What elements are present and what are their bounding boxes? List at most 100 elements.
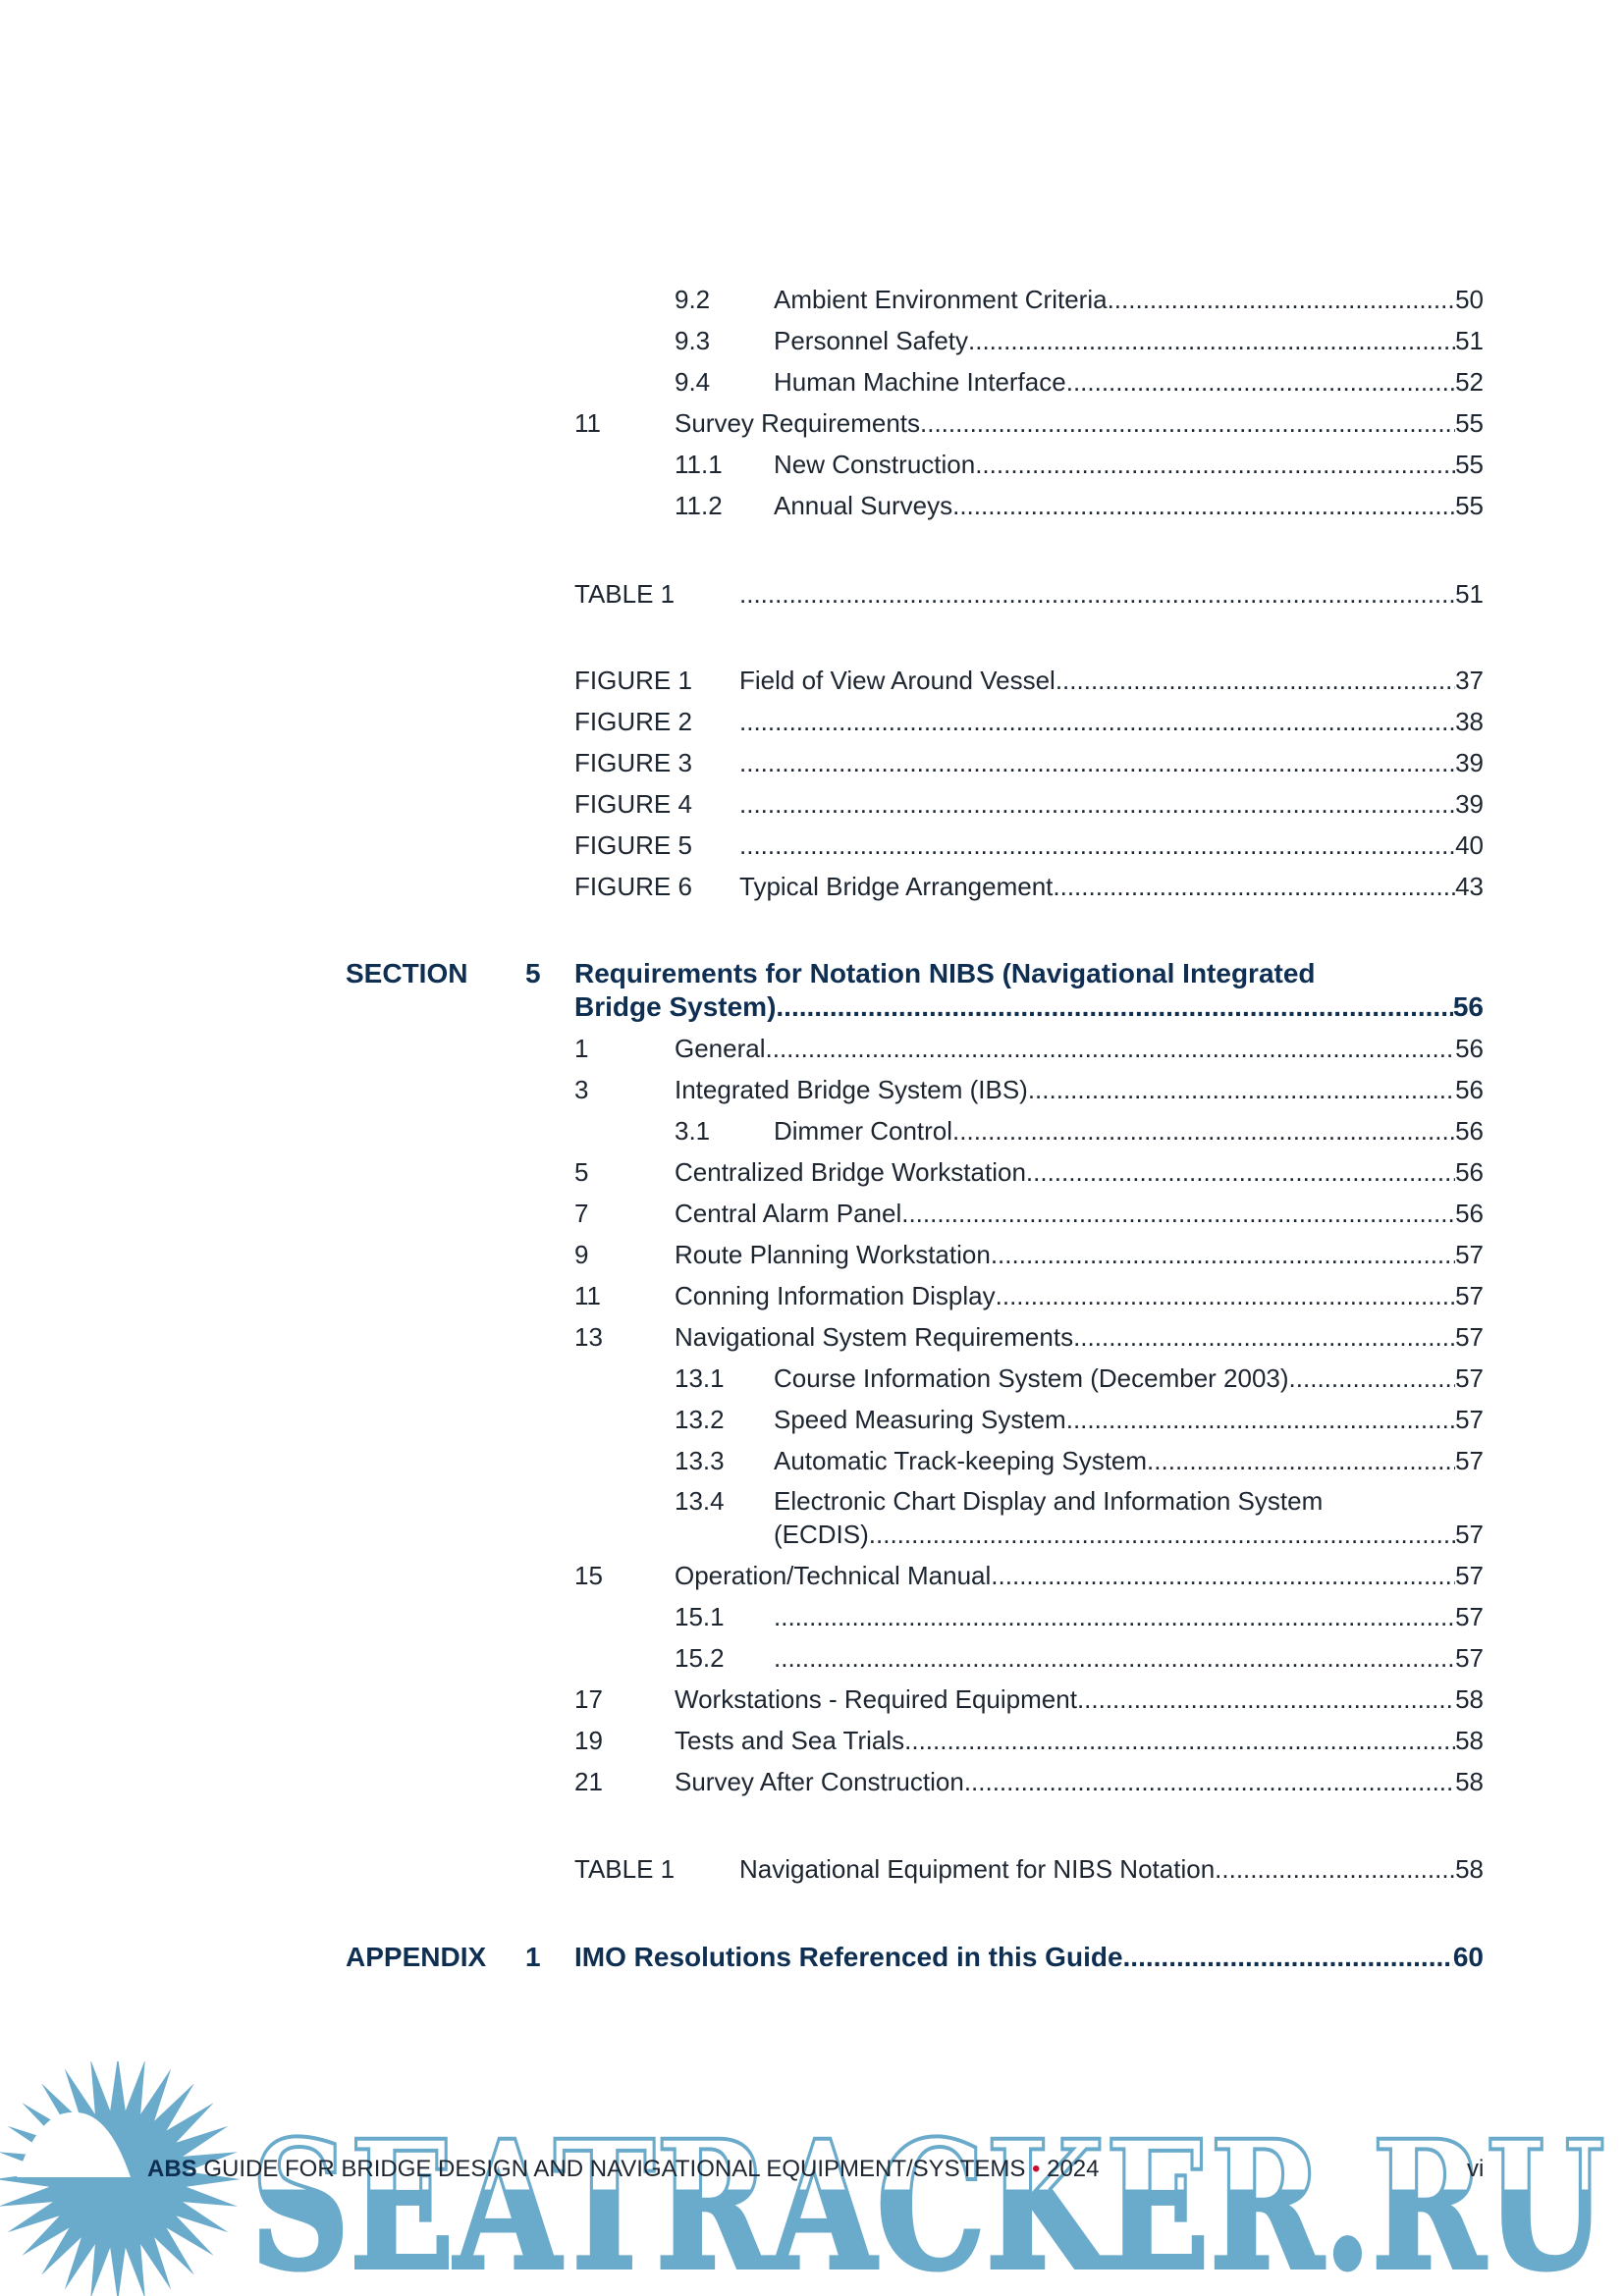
toc-entry[interactable]: 7 Central Alarm Panel 56 xyxy=(574,1198,1484,1229)
entry-page: 55 xyxy=(1455,408,1484,438)
toc-entry[interactable]: 1 General 56 xyxy=(574,1033,1484,1064)
entry-number: 13.2 xyxy=(675,1405,725,1434)
entry-title: New Construction xyxy=(774,450,976,479)
dot-leader xyxy=(1215,1853,1455,1885)
dot-leader xyxy=(1053,871,1455,902)
watermark-text: SEATRACKER.RU xyxy=(250,2103,1605,2296)
entry-page: 37 xyxy=(1455,666,1484,695)
toc-entry[interactable]: 15.1 57 xyxy=(675,1601,1484,1632)
footer-year: 2024 xyxy=(1047,2156,1100,2182)
appendix-number: 1 xyxy=(525,1942,541,1972)
entry-page: 56 xyxy=(1455,1034,1484,1063)
footer-bullet: • xyxy=(1032,2156,1041,2182)
table-entry[interactable]: TABLE 1 Navigational Equipment for NIBS … xyxy=(574,1853,1484,1885)
entry-number: 21 xyxy=(574,1767,603,1796)
entry-page: 38 xyxy=(1455,707,1484,736)
dot-leader xyxy=(996,1280,1455,1311)
toc-entry[interactable]: 15 Operation/Technical Manual 57 xyxy=(574,1560,1484,1591)
entry-title: Speed Measuring System xyxy=(774,1405,1066,1434)
dot-leader xyxy=(869,1519,1455,1550)
entry-page: 39 xyxy=(1455,748,1484,777)
dot-leader xyxy=(968,325,1455,356)
dot-leader xyxy=(774,1642,1455,1674)
toc-entry[interactable]: 3.1 Dimmer Control 56 xyxy=(675,1115,1484,1147)
entry-title: Navigational Equipment for NIBS Notation xyxy=(739,1854,1216,1884)
toc-entry[interactable]: 13.3 Automatic Track-keeping System 57 xyxy=(675,1445,1484,1476)
entry-title: Centralized Bridge Workstation xyxy=(675,1157,1026,1187)
section-title-cont: Bridge System) xyxy=(574,991,777,1022)
figure-entry[interactable]: FIGURE 2 38 xyxy=(574,706,1484,737)
entry-page: 43 xyxy=(1455,872,1484,901)
toc-entry[interactable]: 13.1 Course Information System (December… xyxy=(675,1362,1484,1394)
dot-leader xyxy=(739,706,1455,737)
entry-number: 15.1 xyxy=(675,1602,725,1631)
toc-entry[interactable]: 9.2 Ambient Environment Criteria 50 xyxy=(675,284,1484,315)
entry-number: FIGURE 1 xyxy=(574,666,692,695)
entry-page: 50 xyxy=(1455,285,1484,314)
toc-entry[interactable]: 9.4 Human Machine Interface 52 xyxy=(675,366,1484,398)
entry-page: 57 xyxy=(1455,1322,1484,1352)
dot-leader xyxy=(920,407,1455,439)
toc-entry[interactable]: 5 Centralized Bridge Workstation 56 xyxy=(574,1156,1484,1188)
entry-title: Route Planning Workstation xyxy=(675,1240,991,1269)
appendix-entry[interactable]: IMO Resolutions Referenced in this Guide… xyxy=(574,1942,1484,1973)
footer-guide-title: GUIDE FOR BRIDGE DESIGN AND NAVIGATIONAL… xyxy=(203,2156,1026,2182)
dot-leader xyxy=(766,1033,1456,1064)
entry-number: FIGURE 4 xyxy=(574,789,692,819)
entry-page: 57 xyxy=(1455,1561,1484,1590)
entry-page: 51 xyxy=(1455,579,1484,609)
entry-page: 55 xyxy=(1455,491,1484,520)
entry-number: FIGURE 3 xyxy=(574,748,692,777)
figure-entry[interactable]: FIGURE 5 40 xyxy=(574,829,1484,861)
dot-leader xyxy=(1056,665,1455,696)
entry-title: General xyxy=(675,1034,766,1063)
toc-entry[interactable]: 3 Integrated Bridge System (IBS) 56 xyxy=(574,1074,1484,1105)
toc-entry[interactable]: 17 Workstations - Required Equipment 58 xyxy=(574,1683,1484,1715)
figure-entry[interactable]: FIGURE 1 Field of View Around Vessel 37 xyxy=(574,665,1484,696)
figure-entry[interactable]: FIGURE 4 39 xyxy=(574,788,1484,820)
entry-title: Automatic Track-keeping System xyxy=(774,1446,1148,1475)
figure-entry[interactable]: FIGURE 6 Typical Bridge Arrangement 43 xyxy=(574,871,1484,902)
footer-title: ABS GUIDE FOR BRIDGE DESIGN AND NAVIGATI… xyxy=(147,2156,1100,2183)
entry-number: 15 xyxy=(574,1561,603,1590)
toc-entry[interactable]: 11.2 Annual Surveys 55 xyxy=(675,490,1484,521)
entry-number: FIGURE 5 xyxy=(574,830,692,860)
toc-entry[interactable]: 13 Navigational System Requirements 57 xyxy=(574,1321,1484,1353)
toc-entry[interactable]: 11 Conning Information Display 57 xyxy=(574,1280,1484,1311)
toc-entry[interactable]: 13.2 Speed Measuring System 57 xyxy=(675,1404,1484,1435)
toc-entry[interactable]: 9.3 Personnel Safety 51 xyxy=(675,325,1484,356)
toc-entry[interactable]: 11.1 New Construction 55 xyxy=(675,449,1484,480)
entry-title: (ECDIS) xyxy=(774,1520,869,1549)
figure-entry[interactable]: FIGURE 3 39 xyxy=(574,747,1484,778)
toc-entry[interactable]: 21 Survey After Construction 58 xyxy=(574,1766,1484,1797)
toc-entry[interactable]: 11 Survey Requirements 55 xyxy=(574,407,1484,439)
entry-page: 55 xyxy=(1455,450,1484,479)
toc-entry[interactable]: 9 Route Planning Workstation 57 xyxy=(574,1239,1484,1270)
toc-entry[interactable]: 15.2 57 xyxy=(675,1642,1484,1674)
dot-leader xyxy=(1077,1683,1455,1715)
entry-title: Survey After Construction xyxy=(675,1767,964,1796)
dot-leader xyxy=(739,747,1455,778)
entry-title: Electronic Chart Display and Information… xyxy=(774,1486,1324,1516)
entry-number: 13.1 xyxy=(675,1363,725,1393)
dot-leader xyxy=(1289,1362,1456,1394)
toc-entry[interactable]: 19 Tests and Sea Trials 58 xyxy=(574,1725,1484,1756)
entry-number: 11 xyxy=(574,408,601,438)
table-entry[interactable]: TABLE 1 51 xyxy=(574,578,1484,610)
entry-number: 9.4 xyxy=(675,367,711,397)
dot-leader xyxy=(1108,284,1456,315)
toc-entry[interactable]: (ECDIS) 57 xyxy=(774,1519,1484,1550)
entry-page: 56 xyxy=(1455,1157,1484,1187)
dot-leader xyxy=(901,1198,1455,1229)
entry-number: 13.4 xyxy=(675,1486,725,1516)
section-title-line2[interactable]: Bridge System) 56 xyxy=(574,991,1484,1023)
entry-title: Integrated Bridge System (IBS) xyxy=(675,1075,1028,1104)
entry-number: TABLE 1 xyxy=(574,579,676,609)
entry-number: 9.3 xyxy=(675,326,711,355)
entry-page: 40 xyxy=(1455,830,1484,860)
entry-number: 19 xyxy=(574,1726,603,1755)
sunburst-logo-icon xyxy=(0,2061,241,2296)
entry-title: Dimmer Control xyxy=(774,1116,953,1146)
entry-title: Typical Bridge Arrangement xyxy=(739,872,1054,901)
entry-number: 17 xyxy=(574,1684,603,1714)
